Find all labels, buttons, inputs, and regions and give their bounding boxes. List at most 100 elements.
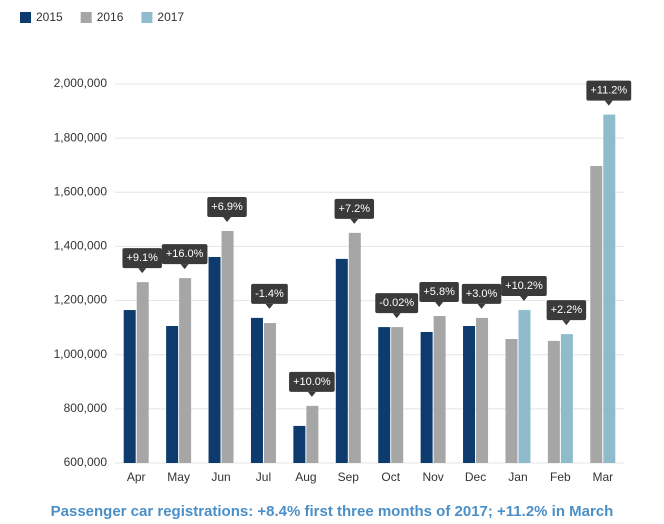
annotation-label: +7.2%	[339, 203, 371, 215]
annotation-pointer	[265, 303, 274, 309]
bar	[136, 282, 149, 463]
annotation: +16.0%	[161, 244, 208, 270]
bar	[208, 256, 221, 463]
annotation: +9.1%	[122, 248, 162, 274]
annotation: -1.4%	[251, 283, 288, 309]
annotation-label: +10.0%	[293, 376, 331, 388]
x-tick-label: Jun	[211, 470, 230, 484]
annotation: -0.02%	[375, 293, 419, 319]
bar	[433, 316, 446, 463]
bar	[348, 232, 361, 463]
annotation: +7.2%	[334, 198, 375, 224]
annotation-box	[501, 276, 547, 297]
annotation-label: +11.2%	[590, 84, 627, 96]
legend-label: 2015	[36, 10, 63, 24]
annotation-box	[289, 371, 335, 392]
annotation-label: +16.0%	[166, 248, 204, 260]
annotation-label: +10.2%	[505, 280, 543, 292]
annotation-box	[122, 248, 162, 269]
bar	[263, 323, 276, 463]
bar	[463, 326, 476, 463]
bar	[293, 425, 306, 463]
x-tick-label: Sep	[338, 470, 360, 484]
x-tick-label: May	[167, 470, 190, 484]
annotation-box	[419, 282, 459, 303]
bar	[250, 317, 263, 463]
annotation-pointer	[562, 320, 571, 326]
bar	[505, 339, 518, 463]
legend-swatch	[20, 12, 31, 23]
annotation-label: -0.02%	[379, 297, 414, 309]
legend-label: 2016	[97, 10, 124, 24]
annotation: +3.0%	[461, 283, 502, 309]
legend-swatch	[141, 12, 153, 23]
y-tick-label: 1,600,000	[54, 184, 108, 198]
x-tick-label: Mar	[592, 470, 613, 484]
annotation: +5.8%	[419, 282, 459, 308]
x-tick-label: Dec	[465, 470, 486, 484]
legend-label: 2017	[157, 10, 184, 24]
x-tick-label: Apr	[127, 470, 146, 484]
annotation-label: +5.8%	[423, 286, 455, 298]
annotation-pointer	[519, 296, 528, 302]
annotation-label: +6.9%	[211, 201, 243, 213]
y-tick-label: 1,400,000	[54, 239, 108, 253]
x-tick-label: Feb	[550, 470, 571, 484]
bar	[547, 340, 560, 463]
x-tick-label: Jul	[256, 470, 271, 484]
annotation-pointer	[392, 313, 401, 319]
bar	[590, 166, 603, 463]
y-tick-label: 1,200,000	[54, 293, 108, 307]
annotation-box	[375, 293, 419, 314]
annotation-box	[161, 244, 208, 265]
annotation-label: +9.1%	[126, 252, 158, 264]
annotation: +10.0%	[289, 371, 335, 397]
annotation-box	[461, 283, 502, 304]
bar	[306, 405, 319, 463]
caption: Passenger car registrations: +8.4% first…	[51, 503, 614, 520]
annotation-pointer	[435, 302, 444, 308]
annotation-box	[251, 283, 288, 304]
bar	[335, 258, 348, 463]
annotation-pointer	[604, 100, 613, 106]
annotation-pointer	[350, 218, 359, 224]
annotation-box	[207, 196, 247, 217]
x-tick-label: Oct	[381, 470, 400, 484]
annotation-pointer	[477, 303, 486, 309]
annotation-box	[546, 300, 587, 321]
annotation: +11.2%	[586, 80, 632, 106]
y-tick-label: 2,000,000	[54, 76, 108, 90]
annotation-pointer	[223, 216, 232, 222]
bar	[518, 310, 531, 463]
annotation-label: -1.4%	[255, 288, 284, 300]
annotation-pointer	[180, 264, 189, 270]
bar	[179, 278, 192, 463]
x-tick-label: Aug	[295, 470, 316, 484]
bar	[560, 334, 573, 463]
bar	[391, 327, 404, 463]
bar	[378, 327, 391, 463]
legend-swatch	[80, 12, 92, 23]
y-tick-label: 1,000,000	[54, 347, 108, 361]
annotation: +6.9%	[207, 196, 247, 222]
x-tick-label: Nov	[422, 470, 443, 484]
y-tick-label: 600,000	[64, 455, 108, 469]
bar	[476, 317, 489, 463]
bar	[221, 230, 234, 463]
annotation: +2.2%	[546, 300, 587, 326]
bar	[603, 114, 616, 464]
y-tick-label: 1,800,000	[54, 130, 108, 144]
y-tick-label: 800,000	[64, 401, 108, 415]
bar	[420, 331, 433, 463]
annotation-pointer	[138, 268, 147, 274]
annotation-box	[334, 198, 375, 219]
annotation-box	[586, 80, 632, 101]
bar	[123, 310, 136, 463]
annotation-pointer	[307, 391, 316, 397]
annotation-label: +3.0%	[466, 288, 498, 300]
annotation: +10.2%	[501, 276, 547, 302]
bar	[166, 326, 179, 463]
x-tick-label: Jan	[508, 470, 527, 484]
annotation-label: +2.2%	[551, 304, 583, 316]
